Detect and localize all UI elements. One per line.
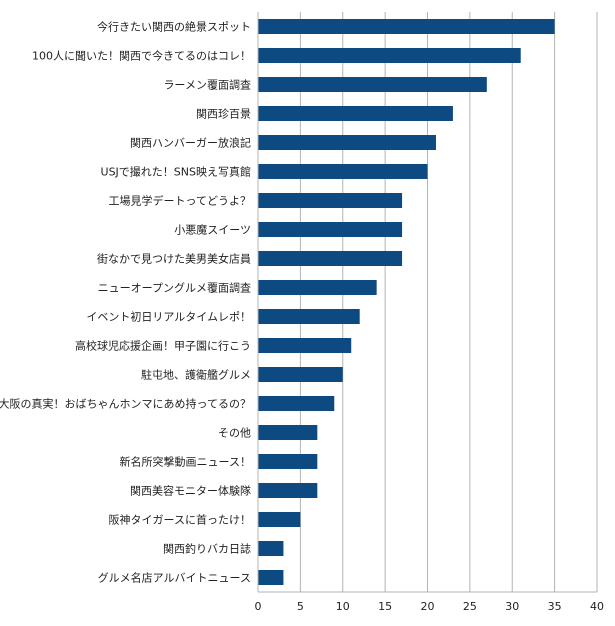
x-tick-label: 20 — [421, 600, 435, 613]
bar — [258, 193, 403, 208]
category-label: グルメ名店アルバイトニュース — [98, 571, 251, 585]
bar — [258, 251, 403, 266]
x-tick-label: 35 — [548, 600, 562, 613]
x-tick-label: 5 — [297, 600, 304, 613]
category-label: 関西ハンバーガー放浪記 — [130, 136, 251, 150]
category-label: 100人に聞いた！関西で今きてるのはコレ！ — [32, 49, 251, 63]
bar — [258, 164, 428, 179]
category-label: 阪神タイガースに首ったけ！ — [109, 513, 251, 527]
category-label: ラーメン覆面調査 — [163, 78, 251, 92]
bar — [258, 541, 284, 556]
x-tick-label: 0 — [255, 600, 262, 613]
bar — [258, 222, 403, 237]
x-axis-tick-labels: 0 5 10 15 20 25 30 35 40 — [255, 600, 605, 613]
category-label: 工場見学デートってどうよ？ — [109, 194, 251, 208]
category-label: 関西珍百景 — [196, 108, 251, 121]
category-label: 駐屯地、護衛艦グルメ — [141, 368, 251, 382]
x-tick-label: 10 — [336, 600, 350, 613]
category-label: USJで撮れた！SNS映え写真館 — [101, 165, 251, 179]
category-label: 新名所突撃動画ニュース！ — [120, 455, 251, 469]
bar — [258, 19, 555, 34]
category-labels: 今行きたい関西の絶景スポット 100人に聞いた！関西で今きてるのはコレ！ ラーメン覆… — [0, 20, 251, 585]
bar — [258, 425, 318, 440]
bars — [258, 19, 555, 585]
category-label: 関西釣りバカ日誌 — [163, 542, 251, 556]
bar — [258, 135, 436, 150]
bar — [258, 338, 352, 353]
bar — [258, 396, 335, 411]
x-tick-label: 15 — [378, 600, 392, 613]
bar — [258, 77, 487, 92]
bar — [258, 570, 284, 585]
bar — [258, 483, 318, 498]
category-label: ニューオープングルメ覆面調査 — [98, 281, 251, 295]
category-label: 大阪の真実！おばちゃんホンマにあめ持ってるの？ — [0, 397, 251, 411]
category-label: 街なかで見つけた美男美女店員 — [97, 252, 251, 266]
bar — [258, 106, 453, 121]
bar — [258, 280, 377, 295]
category-label: 高校球児応援企画！甲子園に行こう — [75, 339, 251, 353]
x-tick-label: 30 — [505, 600, 519, 613]
category-label: 関西美容モニター体験隊 — [130, 484, 251, 498]
bar — [258, 48, 521, 63]
category-label: その他 — [218, 427, 251, 440]
bar — [258, 309, 360, 324]
category-label: 小悪魔スイーツ — [174, 223, 251, 237]
bar — [258, 512, 301, 527]
bar — [258, 454, 318, 469]
grid-lines — [299, 12, 598, 592]
category-label: 今行きたい関西の絶景スポット — [97, 20, 251, 34]
category-label: イベント初日リアルタイムレポ！ — [86, 310, 251, 324]
x-tick-label: 25 — [463, 600, 477, 613]
bar — [258, 367, 343, 382]
x-tick-label: 40 — [590, 600, 604, 613]
